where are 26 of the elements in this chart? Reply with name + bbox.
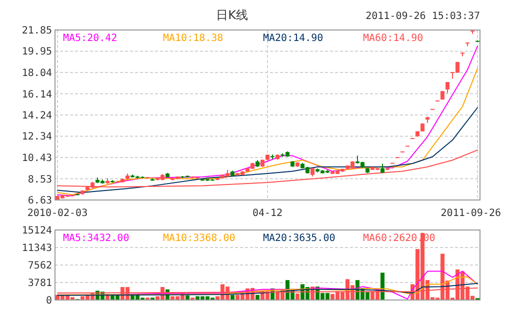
text: MA10:3368.00 bbox=[163, 233, 236, 244]
text: MA20:14.90 bbox=[263, 33, 324, 44]
y-tick-label: 7562 bbox=[28, 260, 52, 272]
text: MA20:3635.00 bbox=[263, 233, 336, 244]
y-tick-label: 16.14 bbox=[22, 89, 52, 100]
text: MA5:3432.00 bbox=[63, 233, 130, 244]
y-tick-label: 18.04 bbox=[22, 68, 52, 80]
y-tick-label: 19.95 bbox=[22, 46, 52, 58]
chart-title: 日K线 bbox=[216, 8, 248, 22]
text: MA10:18.38 bbox=[163, 33, 224, 44]
text: MA60:14.90 bbox=[363, 33, 424, 44]
y-tick-label: 6.63 bbox=[28, 196, 52, 206]
y-tick-label: 8.53 bbox=[28, 174, 52, 186]
text: 2011-09-26 15:03:37 bbox=[366, 11, 480, 22]
x-tick-label: 04-12 bbox=[252, 208, 283, 219]
y-tick-label: 0 bbox=[46, 296, 52, 306]
text: MA5:20.42 bbox=[63, 33, 118, 44]
y-tick-label: 11343 bbox=[22, 243, 52, 254]
y-tick-label: 3781 bbox=[28, 278, 52, 289]
y-tick-label: 12.34 bbox=[22, 132, 52, 143]
y-tick-label: 21.85 bbox=[22, 26, 52, 36]
y-tick-label: 15124 bbox=[22, 226, 52, 236]
x-tick-label: 2010-02-03 bbox=[27, 208, 88, 219]
x-tick-label: 2011-09-26 bbox=[440, 208, 501, 219]
y-tick-label: 14.24 bbox=[22, 110, 52, 122]
y-tick-label: 10.43 bbox=[22, 153, 52, 164]
